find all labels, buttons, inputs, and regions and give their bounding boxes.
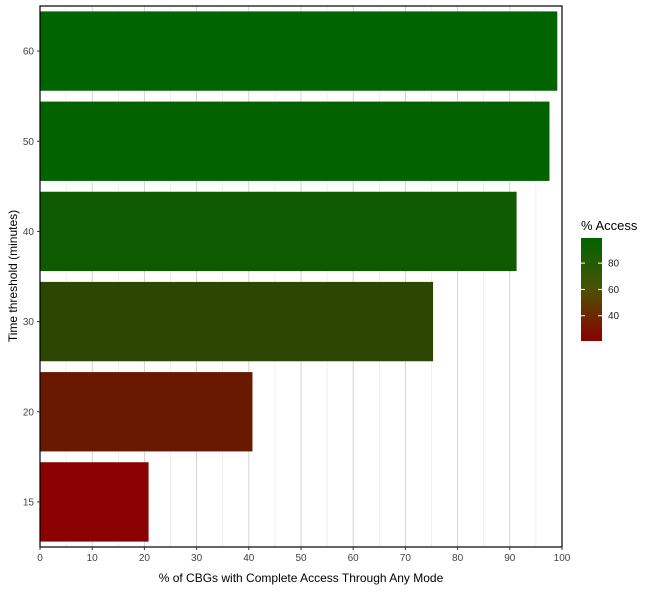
x-tick-label: 100 xyxy=(554,553,571,564)
x-axis-title: % of CBGs with Complete Access Through A… xyxy=(159,571,444,585)
bar-15 xyxy=(40,462,149,542)
bars xyxy=(40,11,558,542)
y-tick-label: 20 xyxy=(23,407,35,418)
legend-title: % Access xyxy=(581,218,638,233)
y-axis-title: Time threshold (minutes) xyxy=(6,210,20,342)
legend-tick-label: 80 xyxy=(608,259,620,270)
y-tick-label: 50 xyxy=(23,137,35,148)
bar-60 xyxy=(40,11,558,91)
x-tick-label: 0 xyxy=(37,553,43,564)
y-tick-label: 15 xyxy=(23,497,35,508)
legend-tick-label: 40 xyxy=(608,311,620,322)
legend-ticks: 40 60 80 xyxy=(581,259,620,322)
x-axis-ticks: 0 10 20 30 40 50 60 70 80 90 100 xyxy=(37,547,571,564)
x-tick-label: 30 xyxy=(191,553,203,564)
x-tick-label: 80 xyxy=(452,553,464,564)
x-tick-label: 40 xyxy=(243,553,255,564)
x-tick-label: 70 xyxy=(400,553,412,564)
legend-tick-label: 60 xyxy=(608,285,620,296)
x-tick-label: 60 xyxy=(348,553,360,564)
y-axis-ticks: 15 20 30 40 50 60 xyxy=(23,47,40,508)
bar-40 xyxy=(40,191,517,272)
legend-colorbar xyxy=(581,238,602,341)
bar-30 xyxy=(40,281,434,362)
x-tick-label: 10 xyxy=(87,553,99,564)
gridlines xyxy=(39,6,563,547)
y-tick-label: 60 xyxy=(23,47,35,58)
bar-50 xyxy=(40,101,550,181)
x-tick-label: 90 xyxy=(504,553,516,564)
y-tick-label: 40 xyxy=(23,227,35,238)
legend: % Access 40 60 80 xyxy=(581,218,638,341)
y-tick-label: 30 xyxy=(23,317,35,328)
bar-20 xyxy=(40,372,253,452)
x-tick-label: 50 xyxy=(295,553,307,564)
x-tick-label: 20 xyxy=(139,553,151,564)
